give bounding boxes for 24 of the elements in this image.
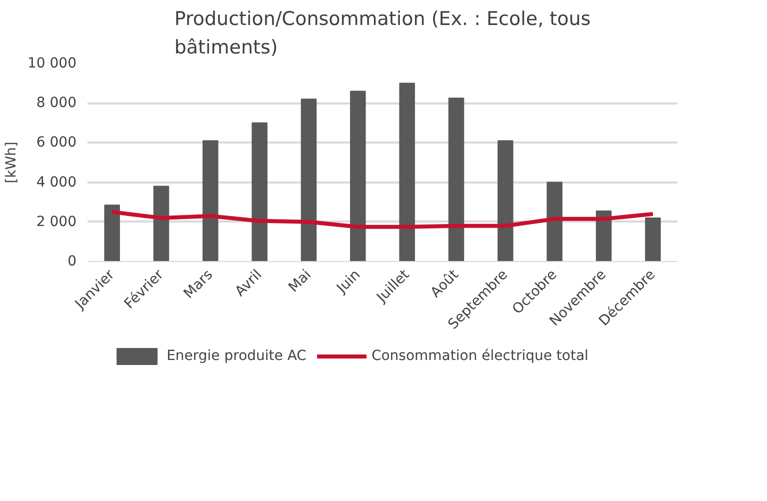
line-series xyxy=(110,210,655,229)
bar xyxy=(300,98,317,262)
y-tick-label: 6 000 xyxy=(36,134,77,151)
y-tick-label: 4 000 xyxy=(36,174,77,190)
bar xyxy=(153,186,170,262)
y-tick-label: 8 000 xyxy=(36,95,77,112)
bar xyxy=(448,98,464,262)
bar xyxy=(202,140,218,262)
y-tick-label: 10 000 xyxy=(28,56,77,72)
bar xyxy=(252,122,268,262)
legend-label: Energie produite AC xyxy=(166,348,306,364)
y-axis-title: [kWh] xyxy=(4,142,20,184)
x-tick-label: Mai xyxy=(286,266,314,296)
bar xyxy=(350,90,366,262)
bar xyxy=(645,217,661,262)
y-tick-label: 2 000 xyxy=(36,214,77,230)
bar xyxy=(104,204,120,262)
bar xyxy=(399,82,415,262)
bar xyxy=(498,140,514,262)
chart-title: Production/Consommation (Ex. : Ecole, tous bâtiments) xyxy=(174,8,591,58)
y-tick-label: 0 xyxy=(68,254,77,270)
bar xyxy=(546,182,562,262)
legend-label: Consommation électrique total xyxy=(371,348,588,364)
bar xyxy=(596,210,612,262)
